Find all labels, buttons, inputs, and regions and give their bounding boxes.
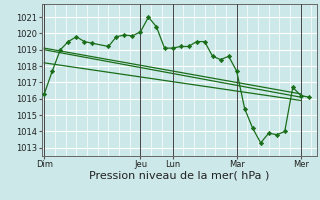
X-axis label: Pression niveau de la mer( hPa ): Pression niveau de la mer( hPa ): [89, 171, 269, 181]
